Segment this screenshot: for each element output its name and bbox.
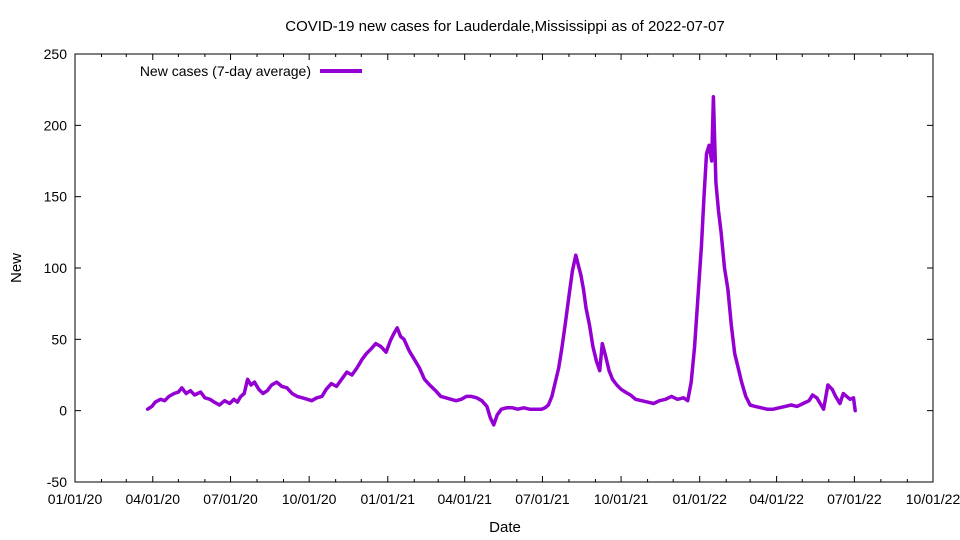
x-tick-label: 01/01/22 [672, 491, 727, 507]
y-axis-label: New [8, 253, 25, 283]
legend: New cases (7-day average) [140, 63, 362, 79]
series-line [145, 95, 857, 427]
x-tick-label: 10/01/20 [282, 491, 337, 507]
y-tick-label: 50 [51, 331, 67, 347]
series-layer [145, 95, 857, 427]
x-tick-label: 01/01/20 [48, 491, 103, 507]
y-tick-label: 150 [44, 189, 68, 205]
chart-title: COVID-19 new cases for Lauderdale,Missis… [285, 18, 724, 35]
y-tick-label: 0 [59, 403, 67, 419]
x-tick-label: 10/01/22 [906, 491, 960, 507]
y-tick-label: 250 [44, 46, 68, 62]
legend-label: New cases (7-day average) [140, 63, 311, 79]
x-tick-label: 04/01/21 [437, 491, 492, 507]
y-axis: -50 0 50 100 150 200 250 [44, 46, 933, 490]
y-tick-label: 200 [44, 117, 68, 133]
x-tick-label: 01/01/21 [361, 491, 416, 507]
x-tick-label: 07/01/21 [515, 491, 570, 507]
x-tick-label: 07/01/22 [827, 491, 882, 507]
x-tick-label: 07/01/20 [203, 491, 258, 507]
x-axis-label: Date [489, 519, 521, 536]
x-axis: 01/01/20 04/01/20 07/01/20 10/01/20 01/01/21… [48, 54, 960, 507]
x-tick-label: 04/01/20 [126, 491, 181, 507]
x-tick-label: 10/01/21 [594, 491, 649, 507]
x-tick-label: 04/01/22 [749, 491, 804, 507]
plot-frame [74, 53, 934, 483]
y-tick-label: 100 [44, 260, 68, 276]
y-tick-label: -50 [47, 474, 67, 490]
